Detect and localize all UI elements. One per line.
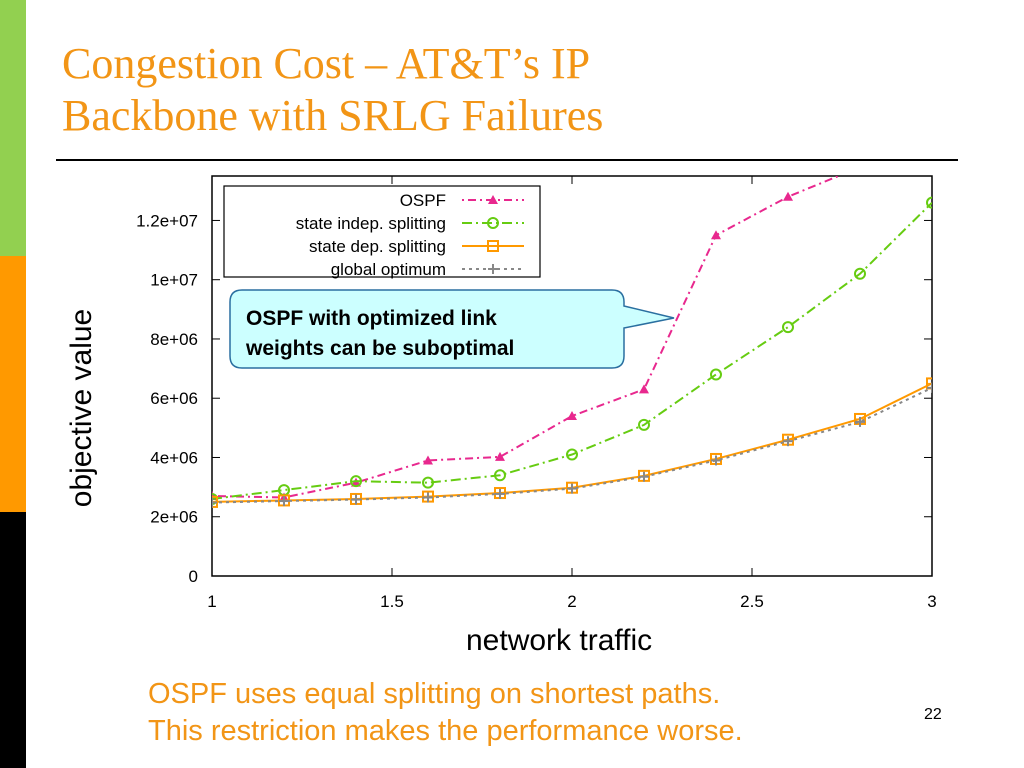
callout bbox=[229, 289, 675, 369]
x-tick-label: 2.5 bbox=[740, 592, 764, 611]
series-state-indep-splitting bbox=[212, 196, 932, 505]
legend-label: OSPF bbox=[400, 191, 446, 210]
data-point bbox=[495, 451, 505, 461]
legend-label: global optimum bbox=[331, 260, 446, 279]
data-point bbox=[926, 377, 932, 390]
sidebar-stripe-green bbox=[0, 0, 26, 256]
sidebar-stripe-orange bbox=[0, 256, 26, 512]
footer-line-1: OSPF uses equal splitting on shortest pa… bbox=[148, 678, 721, 710]
callout-bubble bbox=[229, 289, 675, 369]
y-axis-label-text: objective value bbox=[65, 308, 98, 508]
legend-marker bbox=[488, 264, 498, 274]
x-axis-label: network traffic bbox=[466, 624, 653, 657]
data-point bbox=[279, 496, 289, 507]
data-point bbox=[855, 416, 865, 427]
data-point bbox=[783, 436, 793, 447]
data-point bbox=[422, 476, 434, 489]
footer-note: OSPF uses equal splitting on shortest pa… bbox=[148, 676, 908, 750]
data-point bbox=[927, 382, 932, 393]
legend-label: state dep. splitting bbox=[309, 237, 446, 256]
data-point bbox=[567, 411, 577, 420]
series-line bbox=[212, 386, 932, 504]
data-point bbox=[494, 469, 506, 482]
x-tick-label: 2 bbox=[567, 592, 576, 611]
data-point bbox=[782, 321, 794, 334]
data-point bbox=[212, 497, 217, 508]
y-tick-label: 8e+06 bbox=[150, 330, 198, 349]
x-tick-label: 1 bbox=[207, 592, 216, 611]
callout-line-1: OSPF with optimized link bbox=[246, 307, 497, 330]
data-point bbox=[566, 448, 578, 461]
data-point bbox=[710, 368, 722, 381]
legend: OSPF state indep. splitting state dep. spl… bbox=[223, 185, 541, 279]
data-point bbox=[926, 196, 932, 209]
series-ospf bbox=[212, 132, 937, 502]
x-tick-label: 3 bbox=[927, 592, 936, 611]
data-point bbox=[711, 230, 721, 240]
footer-line-2: This restriction makes the performance w… bbox=[148, 715, 743, 747]
callout-text: OSPF with optimized link weights can be … bbox=[246, 304, 616, 364]
y-tick-label: 4e+06 bbox=[150, 448, 198, 467]
y-tick-label: 2e+06 bbox=[150, 508, 198, 527]
legend-marker bbox=[487, 240, 499, 252]
y-tick-label: 1.2e+07 bbox=[136, 211, 198, 230]
data-point bbox=[927, 132, 937, 141]
data-point bbox=[638, 418, 650, 431]
data-point bbox=[855, 162, 865, 171]
data-point bbox=[639, 384, 649, 394]
y-tick-label: 0 bbox=[189, 567, 198, 586]
x-tick-label: 1.5 bbox=[380, 592, 404, 611]
title-divider bbox=[56, 159, 958, 161]
data-point bbox=[423, 492, 433, 503]
data-point bbox=[783, 191, 793, 201]
y-tick-label: 1e+07 bbox=[150, 271, 198, 290]
data-point bbox=[351, 494, 361, 505]
title-line-2: Backbone with SRLG Failures bbox=[62, 91, 604, 140]
data-point bbox=[423, 455, 433, 465]
data-point bbox=[639, 471, 649, 482]
data-point bbox=[711, 455, 721, 466]
legend-marker bbox=[488, 195, 498, 204]
series-global-optimum bbox=[212, 382, 932, 508]
data-point bbox=[854, 267, 866, 280]
data-point bbox=[567, 483, 577, 494]
data-point bbox=[350, 475, 362, 488]
callout-line-2: weights can be suboptimal bbox=[246, 337, 515, 360]
page-number: 22 bbox=[924, 706, 942, 723]
sidebar-stripe-black bbox=[0, 512, 26, 768]
y-tick-label: 6e+06 bbox=[150, 389, 198, 408]
title-line-1: Congestion Cost – AT&T’s IP bbox=[62, 39, 591, 88]
series-line bbox=[212, 201, 932, 500]
legend-label: state indep. splitting bbox=[296, 214, 446, 233]
series-line bbox=[212, 176, 842, 499]
legend-box bbox=[223, 185, 541, 278]
data-point bbox=[495, 488, 505, 499]
legend-marker bbox=[487, 217, 499, 229]
slide-title: Congestion Cost – AT&T’s IP Backbone wit… bbox=[62, 38, 922, 142]
